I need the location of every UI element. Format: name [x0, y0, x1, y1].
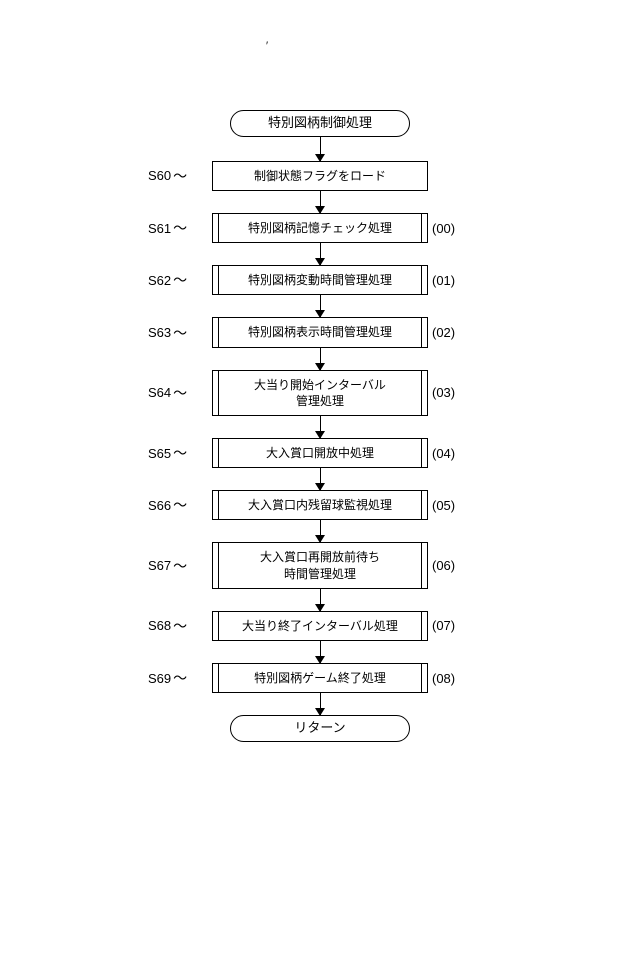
- arrow: [320, 137, 321, 161]
- step-row: S61～ 特別図柄記憶チェック処理 (00): [0, 213, 640, 243]
- arrow: [320, 191, 321, 213]
- step-row: S62～ 特別図柄変動時間管理処理 (01): [0, 265, 640, 295]
- step-code-label: (02): [432, 325, 455, 340]
- arrow: [320, 243, 321, 265]
- step-code-label: (08): [432, 671, 455, 686]
- step-id-label: S66～: [148, 495, 186, 515]
- subroutine-box: 特別図柄ゲーム終了処理: [212, 663, 428, 693]
- subroutine-box: 特別図柄変動時間管理処理: [212, 265, 428, 295]
- step-row: S66～ 大入賞口内残留球監視処理 (05): [0, 490, 640, 520]
- subroutine-box: 特別図柄記憶チェック処理: [212, 213, 428, 243]
- page: ′ 特別図柄制御処理 S60～ 制御状態フラグをロード S61～ 特別図柄記憶チェック処…: [0, 0, 640, 964]
- step-id-label: S62～: [148, 270, 186, 290]
- step-code-label: (04): [432, 446, 455, 461]
- arrow: [320, 295, 321, 317]
- arrow: [320, 468, 321, 490]
- step-row: S67～ 大入賞口再開放前待ち時間管理処理 (06): [0, 542, 640, 588]
- arrow: [320, 641, 321, 663]
- step-id-label: S60～: [148, 166, 186, 186]
- corner-tick: ′: [266, 40, 268, 52]
- step-code-label: (03): [432, 385, 455, 400]
- step-id-label: S64～: [148, 383, 186, 403]
- arrow: [320, 416, 321, 438]
- step-id-label: S67～: [148, 556, 186, 576]
- subroutine-box: 大当り終了インターバル処理: [212, 611, 428, 641]
- flowchart: 特別図柄制御処理 S60～ 制御状態フラグをロード S61～ 特別図柄記憶チェック処理 (…: [0, 110, 640, 742]
- subroutine-box: 大入賞口開放中処理: [212, 438, 428, 468]
- arrow: [320, 348, 321, 370]
- step-code-label: (07): [432, 618, 455, 633]
- step-row: S65～ 大入賞口開放中処理 (04): [0, 438, 640, 468]
- step-id-label: S69～: [148, 668, 186, 688]
- step-row: S64～ 大当り開始インターバル管理処理 (03): [0, 370, 640, 416]
- step-row: S69～ 特別図柄ゲーム終了処理 (08): [0, 663, 640, 693]
- step-code-label: (05): [432, 498, 455, 513]
- step-id-label: S61～: [148, 218, 186, 238]
- step-id-label: S68～: [148, 616, 186, 636]
- step-id-label: S63～: [148, 323, 186, 343]
- step-code-label: (01): [432, 273, 455, 288]
- subroutine-box: 大入賞口内残留球監視処理: [212, 490, 428, 520]
- step-row: S68～ 大当り終了インターバル処理 (07): [0, 611, 640, 641]
- arrow: [320, 693, 321, 715]
- arrow: [320, 520, 321, 542]
- step-code-label: (00): [432, 221, 455, 236]
- subroutine-box: 特別図柄表示時間管理処理: [212, 317, 428, 347]
- subroutine-box: 大当り開始インターバル管理処理: [212, 370, 428, 416]
- step-id-label: S65～: [148, 443, 186, 463]
- step-row: S63～ 特別図柄表示時間管理処理 (02): [0, 317, 640, 347]
- step-code-label: (06): [432, 558, 455, 573]
- terminal-box: リターン: [230, 715, 410, 742]
- process-box: 制御状態フラグをロード: [212, 161, 428, 191]
- terminal-box: 特別図柄制御処理: [230, 110, 410, 137]
- subroutine-box: 大入賞口再開放前待ち時間管理処理: [212, 542, 428, 588]
- step-row: S60～ 制御状態フラグをロード: [0, 161, 640, 191]
- arrow: [320, 589, 321, 611]
